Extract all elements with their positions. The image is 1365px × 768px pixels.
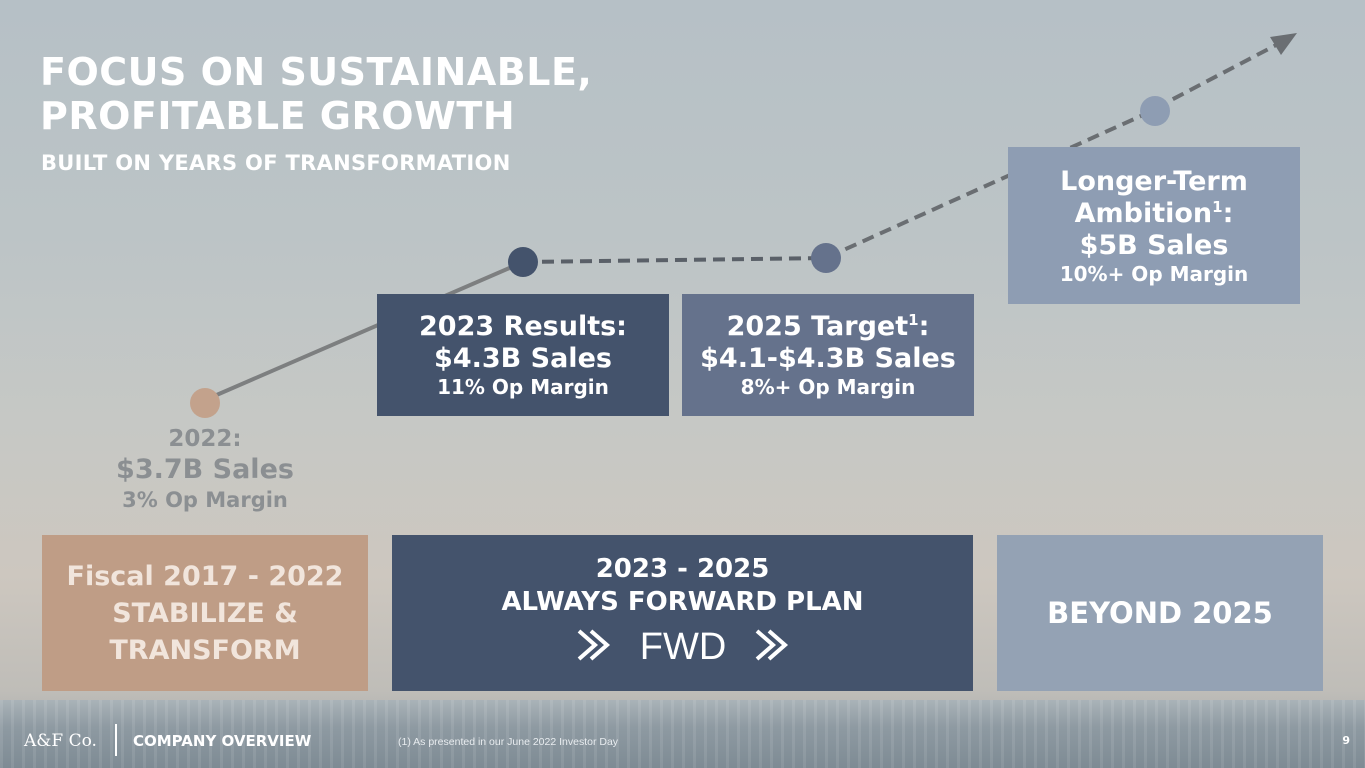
trajectory-arrowhead-icon: [1270, 33, 1297, 55]
fwd-logo-text: FWD: [639, 627, 726, 663]
title-line-1: FOCUS ON SUSTAINABLE,: [40, 50, 593, 94]
page-subtitle: BUILT ON YEARS OF TRANSFORMATION: [41, 151, 511, 175]
phase-1-years: Fiscal 2017 - 2022: [66, 560, 344, 592]
phase-2-title: ALWAYS FORWARD PLAN: [501, 587, 864, 617]
phase-2-years: 2023 - 2025: [595, 554, 770, 584]
page-number: 9: [1342, 734, 1350, 747]
longer-term-title-suffix: :: [1222, 197, 1234, 229]
trajectory-dashed-segment-1: [522, 256, 827, 264]
milestone-2023-card: 2023 Results: $4.3B Sales 11% Op Margin: [377, 294, 669, 416]
milestone-2023-margin: 11% Op Margin: [437, 375, 609, 399]
trajectory-dashed-segment-3: [1155, 42, 1279, 110]
footer-section-label: COMPANY OVERVIEW: [133, 732, 312, 750]
longer-term-card: Longer-Term Ambition1: $5B Sales 10%+ Op…: [1008, 147, 1300, 304]
milestone-2022-sales: $3.7B Sales: [116, 454, 294, 485]
longer-term-sales: $5B Sales: [1079, 229, 1229, 261]
footnote-ref: 1: [908, 311, 919, 329]
phase-3-label: BEYOND 2025: [1047, 596, 1273, 630]
longer-term-title-text: Ambition: [1074, 197, 1213, 229]
fwd-logo-icon: FWD: [577, 627, 788, 663]
footnote: (1) As presented in our June 2022 Invest…: [398, 736, 619, 748]
longer-term-title-line-1: Longer-Term: [1060, 165, 1248, 197]
milestone-2023-sales: $4.3B Sales: [434, 343, 612, 374]
milestone-2022-margin: 3% Op Margin: [122, 488, 288, 512]
phase-stabilize-transform: Fiscal 2017 - 2022 STABILIZE & TRANSFORM: [42, 535, 368, 691]
ocean-background: [0, 700, 1365, 768]
milestone-2025-sales: $4.1-$4.3B Sales: [700, 343, 956, 374]
milestone-2022-year: 2022:: [168, 426, 242, 452]
milestone-dot-2023: [508, 247, 538, 277]
company-logo: A&F Co.: [24, 731, 97, 751]
milestone-2025-card: 2025 Target1: $4.1-$4.3B Sales 8%+ Op Ma…: [682, 294, 974, 416]
milestone-2025-title: 2025 Target1:: [727, 311, 930, 343]
milestone-2022-label: 2022: $3.7B Sales 3% Op Margin: [95, 424, 315, 514]
title-line-2: PROFITABLE GROWTH: [40, 94, 516, 138]
milestone-2025-title-text: 2025 Target: [726, 311, 909, 342]
milestone-dot-2022: [190, 388, 220, 418]
footnote-ref: 1: [1212, 197, 1223, 216]
footer-divider: [115, 724, 117, 756]
milestone-2023-title: 2023 Results:: [419, 311, 627, 342]
trajectory-solid-segment: [204, 261, 522, 402]
phase-always-forward-plan: 2023 - 2025 ALWAYS FORWARD PLAN FWD: [392, 535, 973, 691]
longer-term-title-line-2: Ambition1:: [1075, 198, 1234, 230]
phase-1-line-2: STABILIZE &: [112, 597, 298, 629]
trajectory-dashed-segment-2: [827, 109, 1153, 259]
longer-term-margin: 10%+ Op Margin: [1059, 261, 1249, 286]
milestone-dot-longer-term: [1140, 96, 1170, 126]
phase-1-line-3: TRANSFORM: [109, 634, 301, 666]
phase-beyond-2025: BEYOND 2025: [997, 535, 1323, 691]
page-title: FOCUS ON SUSTAINABLE, PROFITABLE GROWTH: [40, 50, 592, 138]
milestone-2025-margin: 8%+ Op Margin: [740, 375, 916, 399]
milestone-2025-title-suffix: :: [918, 311, 930, 342]
milestone-dot-2025: [811, 243, 841, 273]
